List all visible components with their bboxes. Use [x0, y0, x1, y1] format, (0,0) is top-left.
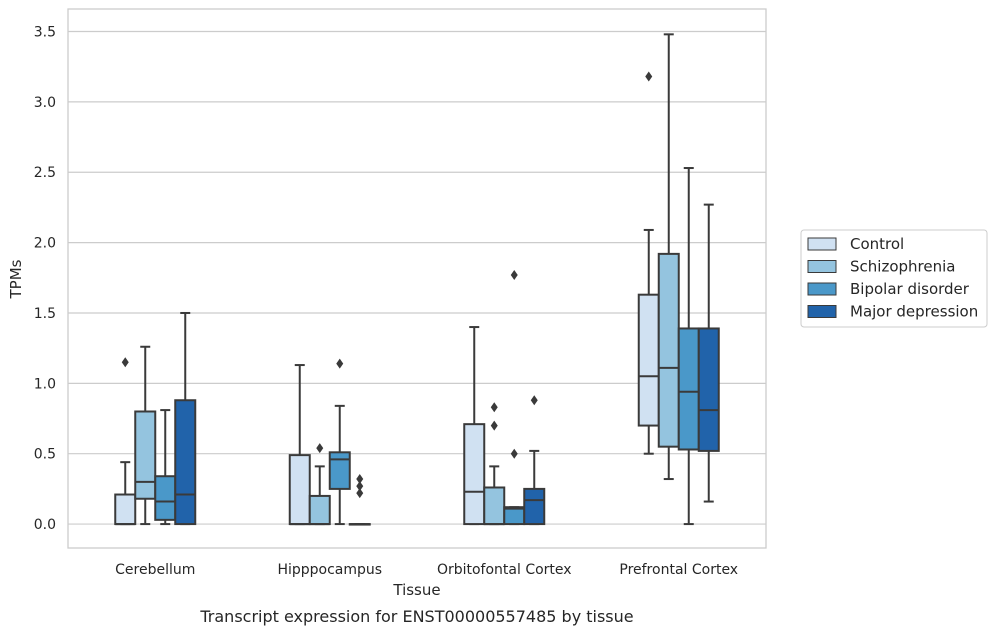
iqr-box	[174, 399, 197, 526]
box-schizophrenia	[483, 402, 506, 526]
box-plot-area	[114, 33, 720, 526]
y-tick-label: 0.5	[34, 447, 56, 463]
box-bipolar-disorder	[677, 167, 700, 526]
box-bipolar-disorder	[328, 358, 351, 526]
box-schizophrenia	[134, 345, 157, 526]
y-tick-label: 1.5	[34, 306, 56, 322]
outlier-point	[356, 481, 364, 492]
iqr-box	[288, 454, 311, 526]
iqr-box	[308, 494, 331, 526]
iqr-box	[677, 327, 700, 451]
x-tick-label: Cerebellum	[115, 562, 195, 578]
x-tick-label: Prefrontal Cortex	[619, 562, 738, 578]
y-tick-label: 2.5	[34, 165, 56, 181]
iqr-box	[503, 506, 526, 526]
box-control	[463, 326, 486, 526]
iqr-box	[697, 327, 720, 452]
outlier-point	[356, 474, 364, 485]
y-axis-ticks: 0.0 0.5 1.0 1.5 2.0 2.5 3.0 3.5	[34, 25, 56, 534]
legend: Control Schizophrenia Bipolar disorder Majo…	[800, 229, 988, 328]
legend-items: Control Schizophrenia Bipolar disorder Majo…	[807, 235, 978, 321]
box-schizophrenia	[308, 443, 331, 526]
x-tick-label: Hipppocampus	[277, 562, 382, 578]
chart-caption: Transcript expression for ENST0000055748…	[199, 607, 633, 626]
legend-swatch	[807, 237, 837, 251]
legend-swatch	[807, 305, 837, 318]
iqr-box	[637, 293, 660, 427]
iqr-box	[463, 423, 486, 526]
outlier-point	[510, 448, 518, 459]
outlier-point	[645, 71, 653, 82]
iqr-box	[114, 493, 137, 526]
outlier-point	[121, 357, 129, 368]
outlier-point	[356, 488, 364, 499]
legend-swatch	[807, 282, 837, 296]
x-axis-label: Tissue	[392, 581, 440, 599]
y-axis-label: TPMs	[7, 259, 25, 299]
outlier-point	[530, 395, 538, 406]
iqr-box	[154, 475, 177, 521]
y-tick-label: 2.0	[34, 236, 56, 252]
box-major-depression	[174, 311, 197, 526]
outlier-point	[316, 443, 324, 454]
legend-entry-label: Schizophrenia	[850, 258, 955, 276]
box-schizophrenia	[657, 33, 680, 481]
y-tick-label: 0.0	[34, 517, 56, 533]
box-major-depression	[697, 203, 720, 503]
iqr-box	[523, 487, 546, 526]
box-major-depression	[523, 395, 546, 526]
x-tick-label: Orbitofontal Cortex	[437, 562, 572, 578]
legend-entry-label: Major depression	[850, 303, 978, 321]
box-control	[288, 364, 311, 526]
iqr-box	[483, 486, 506, 526]
outlier-point	[490, 402, 498, 413]
legend-frame	[800, 229, 988, 328]
legend-entry-label: Control	[850, 235, 904, 253]
box-major-depression	[348, 474, 371, 526]
iqr-box	[328, 451, 351, 490]
outlier-point	[490, 420, 498, 431]
iqr-box	[134, 410, 157, 500]
outlier-point	[510, 269, 518, 280]
iqr-box	[657, 252, 680, 448]
box-bipolar-disorder	[503, 269, 526, 526]
y-tick-label: 3.0	[34, 95, 56, 111]
x-axis-ticks: Cerebellum Hipppocampus Orbitofontal Corte…	[115, 562, 738, 578]
plot-frame	[67, 8, 767, 549]
outlier-point	[336, 358, 344, 369]
legend-swatch	[807, 260, 837, 273]
box-bipolar-disorder	[154, 409, 177, 526]
y-tick-label: 1.0	[34, 376, 56, 392]
box-control	[114, 357, 137, 526]
y-tick-label: 3.5	[34, 25, 56, 41]
box-control	[637, 71, 660, 455]
legend-entry-label: Bipolar disorder	[850, 280, 970, 298]
